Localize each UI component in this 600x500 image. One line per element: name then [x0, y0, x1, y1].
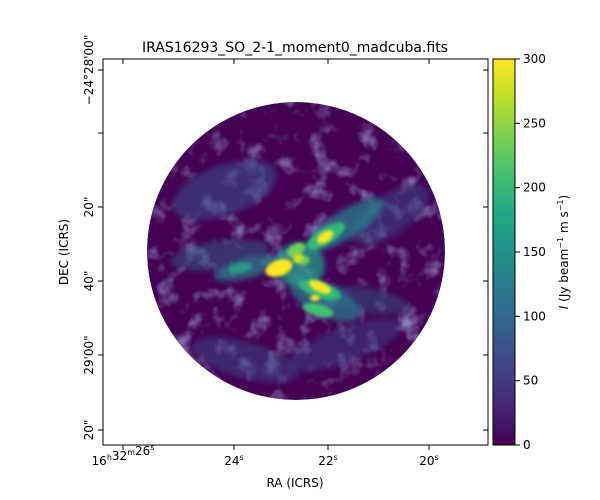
x-tick-label: 20s — [419, 453, 438, 468]
x-axis-label: RA (ICRS) — [266, 476, 323, 490]
axes-frame — [102, 58, 489, 446]
x-tick-label: 24s — [224, 453, 243, 468]
x-axis-ticks: 16h32m26s 24s 22s 20s — [92, 59, 439, 468]
colorbar-ticks: 0 50 100 150 200 250 300 — [515, 52, 546, 452]
colorbar-tick-label: 200 — [523, 181, 546, 195]
colorbar-tick-label: 0 — [523, 438, 531, 452]
colorbar — [492, 58, 516, 446]
y-tick-label: 29'00" — [82, 335, 96, 374]
y-tick-label: 20" — [82, 420, 96, 441]
y-axis-ticks: −24°28'00" 20" 40" 29'00" 20" — [82, 35, 488, 441]
y-tick-label: −24°28'00" — [82, 35, 96, 106]
y-tick-label: 20" — [82, 197, 96, 218]
chart-title: IRAS16293_SO_2-1_moment0_madcuba.fits — [142, 40, 448, 56]
colorbar-tick-label: 250 — [523, 116, 546, 130]
x-tick-label: 22s — [318, 453, 337, 468]
emission-map — [147, 102, 445, 400]
colorbar-tick-label: 150 — [523, 245, 546, 259]
colorbar-tick-label: 50 — [523, 374, 538, 388]
colorbar-tick-label: 300 — [523, 52, 546, 66]
colorbar-label: I (Jy beam−1 m s−1) — [556, 195, 571, 309]
y-tick-label: 40" — [82, 271, 96, 292]
x-tick-label: 16h32m26s — [92, 443, 155, 468]
colorbar-tick-label: 100 — [523, 309, 546, 323]
y-axis-label: DEC (ICRS) — [57, 219, 71, 285]
